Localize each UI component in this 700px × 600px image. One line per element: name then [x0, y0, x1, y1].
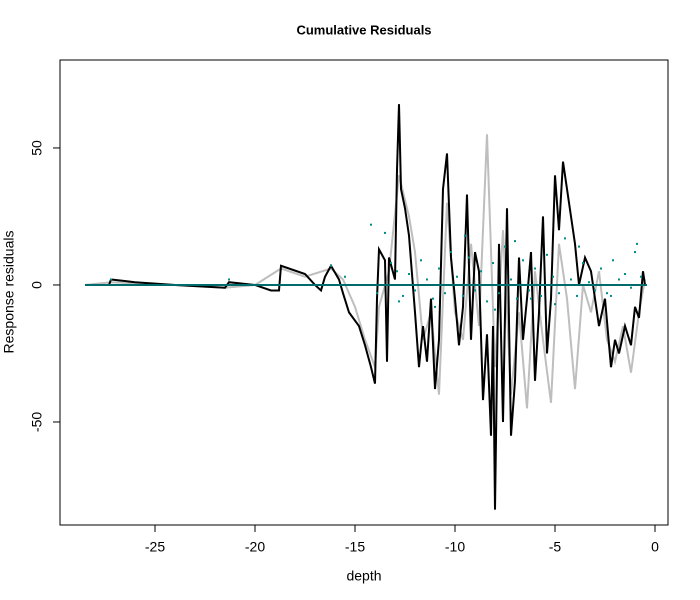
residual-point [408, 273, 410, 276]
residual-point [588, 281, 590, 284]
residual-point [330, 264, 332, 267]
residual-point [420, 259, 422, 262]
residual-point [612, 259, 614, 262]
residual-point [390, 262, 392, 265]
residual-point [426, 278, 428, 281]
x-tick-label: -10 [445, 539, 465, 555]
x-tick-label: -15 [345, 539, 365, 555]
residual-point [498, 292, 500, 295]
y-tick-label: -50 [29, 412, 45, 432]
residual-point [398, 300, 400, 303]
residual-point [534, 267, 536, 270]
residual-point [384, 231, 386, 234]
x-axis-label: depth [346, 568, 381, 584]
residual-point [528, 289, 530, 292]
residual-point [530, 297, 532, 300]
residual-point [402, 294, 404, 297]
residual-point [606, 292, 608, 295]
residual-point [636, 242, 638, 245]
residual-point [522, 259, 524, 262]
residual-point [514, 240, 516, 243]
residual-point [546, 253, 548, 256]
residual-point [438, 267, 440, 270]
residual-point [492, 262, 494, 265]
residual-point [434, 305, 436, 308]
residual-point [450, 251, 452, 254]
residual-point [228, 278, 230, 281]
residual-point [396, 270, 398, 273]
residual-line [85, 104, 646, 510]
residual-point [516, 297, 518, 300]
x-tick-label: -25 [145, 539, 165, 555]
residual-point [344, 275, 346, 278]
residual-point [464, 234, 466, 237]
residual-point [370, 223, 372, 226]
residual-point [110, 278, 112, 281]
residual-point [578, 245, 580, 248]
chart-title: Cumulative Residuals [296, 22, 431, 37]
residual-point [640, 275, 642, 278]
residual-point [610, 294, 612, 297]
residual-point [582, 262, 584, 265]
residual-point [456, 275, 458, 278]
plot-frame [59, 59, 669, 526]
residual-point [618, 278, 620, 281]
y-tick-label: 50 [29, 140, 45, 156]
residual-point [576, 294, 578, 297]
residual-point [414, 289, 416, 292]
residual-point [554, 303, 556, 306]
residual-point [594, 289, 596, 292]
residual-point [494, 308, 496, 311]
residual-point [474, 289, 476, 292]
x-tick-label: -20 [245, 539, 265, 555]
residual-point [630, 286, 632, 289]
residual-point [552, 275, 554, 278]
residual-point [504, 245, 506, 248]
residual-point [540, 294, 542, 297]
x-tick-label: -5 [549, 539, 562, 555]
y-axis-label: Response residuals [1, 231, 17, 354]
residual-point [564, 237, 566, 240]
residual-point [624, 273, 626, 276]
y-tick-label: 0 [29, 281, 45, 289]
residual-point [486, 300, 488, 303]
residual-point [570, 278, 572, 281]
residual-point [468, 256, 470, 259]
residual-point [432, 297, 434, 300]
residual-point [376, 292, 378, 295]
residual-point [480, 270, 482, 273]
residual-point [634, 251, 636, 254]
residual-point [444, 292, 446, 295]
residual-point [558, 292, 560, 295]
residual-line [84, 134, 646, 409]
residual-point [510, 278, 512, 281]
residual-point [600, 267, 602, 270]
x-tick-label: 0 [651, 539, 659, 555]
residual-point [462, 294, 464, 297]
